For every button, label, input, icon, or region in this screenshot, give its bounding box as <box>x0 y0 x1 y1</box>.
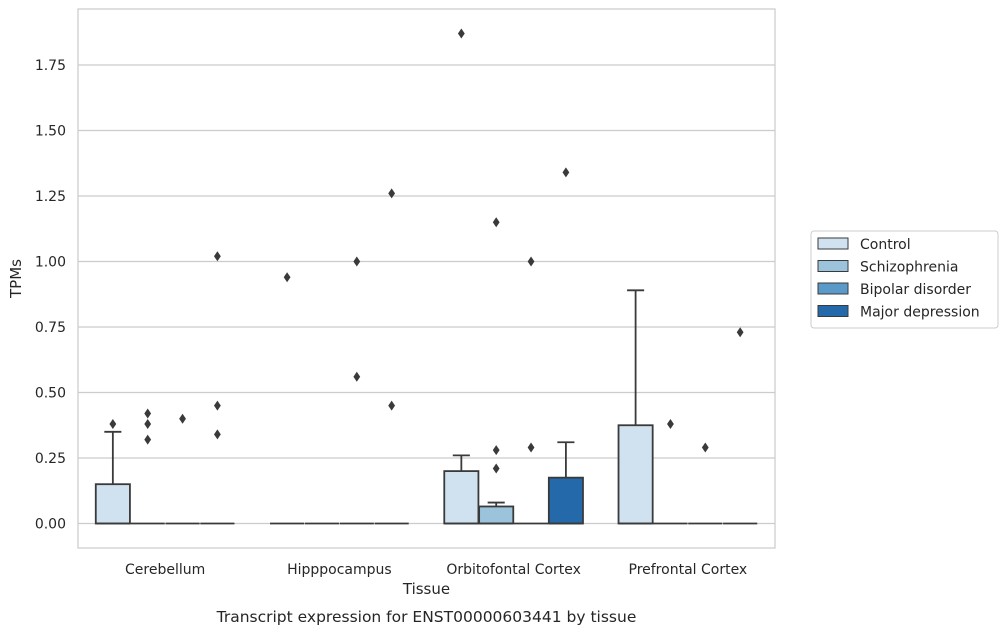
legend-label: Bipolar disorder <box>860 282 971 298</box>
legend-swatch <box>817 305 849 317</box>
outlier-point <box>179 413 186 424</box>
outlier-point <box>527 442 535 453</box>
y-axis: 0.00 0.25 0.50 0.75 1.00 1.25 1.50 1.75 <box>35 58 66 533</box>
x-tick-label: Cerebellum <box>125 562 205 578</box>
x-axis: Cerebellum Hipppocampus Orbitofontal Corte… <box>125 562 747 578</box>
y-tick-label: 1.00 <box>35 255 66 271</box>
y-tick-label: 0.75 <box>35 320 66 336</box>
outliers <box>109 28 744 474</box>
box-body <box>478 505 515 525</box>
legend-label: Major depression <box>860 305 980 321</box>
outlier-point <box>388 188 396 199</box>
box-2-1 <box>478 501 515 525</box>
grid-lines <box>78 64 775 525</box>
y-tick-label: 0.00 <box>35 517 66 533</box>
outlier-point <box>492 445 500 456</box>
outlier-point <box>283 272 291 283</box>
x-tick-label: Prefrontal Cortex <box>629 562 748 578</box>
y-tick-label: 0.25 <box>35 451 66 467</box>
box-body <box>94 483 131 525</box>
outlier-point <box>527 256 535 267</box>
outlier-point <box>492 217 500 228</box>
legend-swatch <box>817 237 849 250</box>
outlier-point <box>667 418 674 429</box>
boxes <box>94 289 758 525</box>
y-tick-label: 1.25 <box>35 189 66 205</box>
outlier-point <box>457 28 465 39</box>
outlier-point <box>214 429 221 440</box>
outlier-point <box>214 251 221 262</box>
outlier-point <box>562 167 570 178</box>
box-2-3 <box>547 441 584 525</box>
y-tick-label: 0.50 <box>35 386 66 402</box>
outlier-point <box>144 434 152 445</box>
outlier-point <box>736 327 744 338</box>
box-2-0 <box>443 454 480 525</box>
legend: Control Schizophrenia Bipolar disorder Majo… <box>810 230 999 329</box>
x-axis-label: Tissue <box>402 580 450 598</box>
y-tick-label: 1.75 <box>35 58 66 74</box>
x-tick-label: Hipppocampus <box>287 562 392 578</box>
legend-swatch <box>817 282 849 295</box>
outlier-point <box>144 408 152 419</box>
outlier-point <box>701 442 709 453</box>
outlier-point <box>214 400 221 411</box>
outlier-point <box>492 463 500 474</box>
plot-area-frame <box>77 8 776 549</box>
outlier-point <box>353 371 361 382</box>
x-tick-label: Orbitofontal Cortex <box>446 562 581 578</box>
box-0-0 <box>94 430 131 525</box>
legend-label: Schizophrenia <box>860 260 958 276</box>
legend-swatch <box>817 260 849 272</box>
box-body <box>617 424 654 525</box>
outlier-point <box>144 418 152 429</box>
box-body <box>547 476 584 525</box>
y-axis-label: TPMs <box>7 259 25 299</box>
box-3-0 <box>617 289 654 525</box>
outlier-point <box>109 418 117 429</box>
chart-caption: Transcript expression for ENST0000060344… <box>216 608 637 626</box>
y-tick-label: 1.50 <box>35 124 66 140</box>
legend-label: Control <box>860 237 911 253</box>
legend-frame <box>810 230 999 329</box>
box-body <box>443 470 480 525</box>
outlier-point <box>353 256 361 267</box>
outlier-point <box>388 400 396 411</box>
